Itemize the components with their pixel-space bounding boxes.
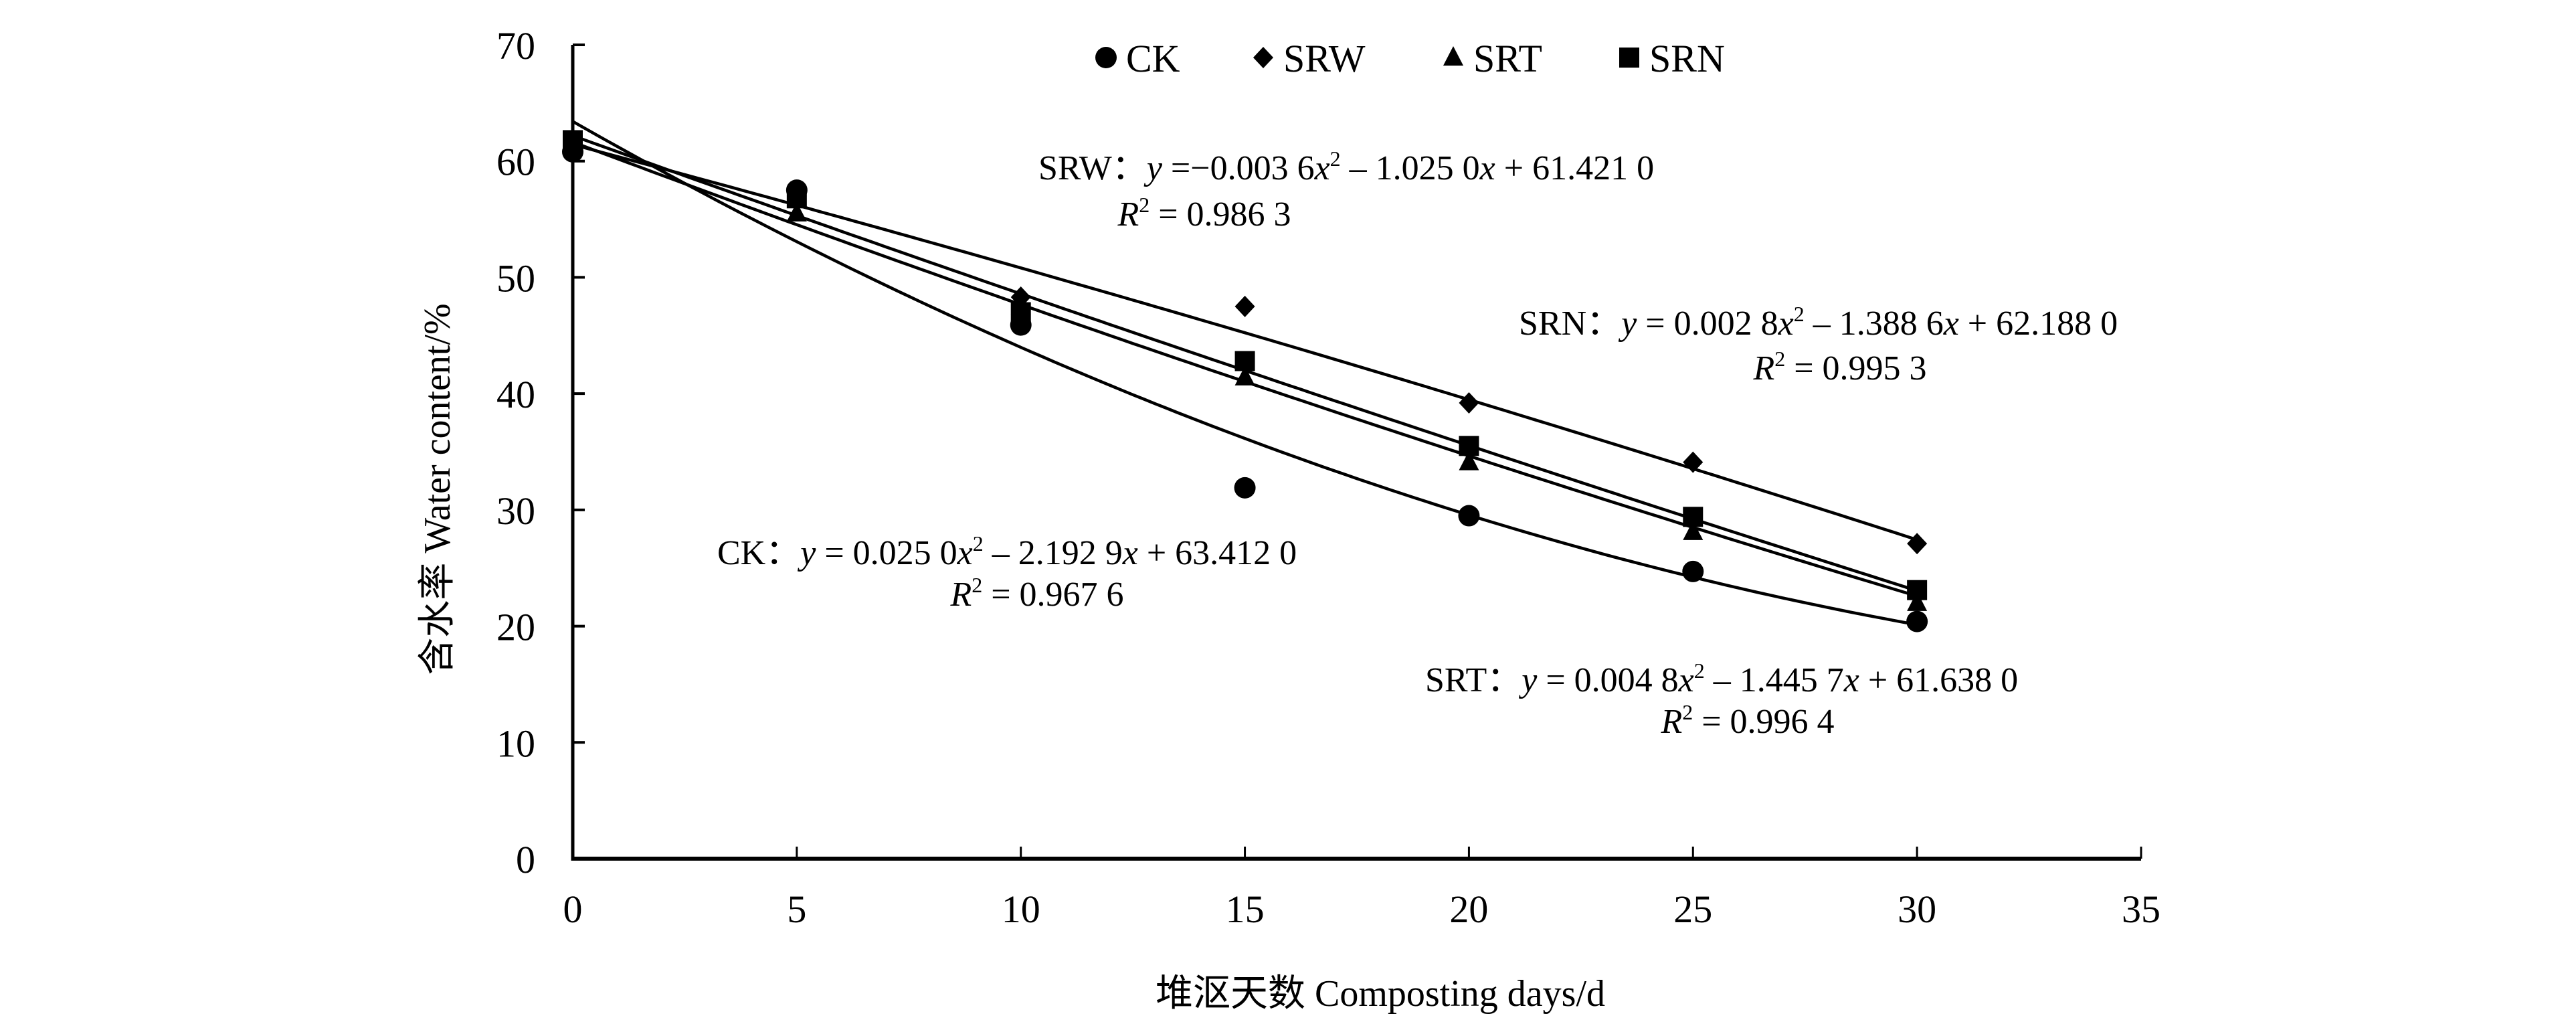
legend-label: SRW — [1283, 37, 1366, 80]
data-point-srt — [1459, 450, 1479, 470]
data-point-ck — [1682, 560, 1704, 582]
y-tick-label: 50 — [496, 256, 535, 300]
data-point-srn — [1010, 302, 1031, 323]
data-point-srn — [1234, 351, 1255, 371]
x-tick-label: 0 — [563, 887, 583, 931]
legend-item-srw: SRW — [1253, 37, 1366, 80]
data-point-srw — [1907, 533, 1928, 555]
y-axis-title: 含水率 Water content/% — [417, 303, 458, 675]
equation-ck: CK：y = 0.025 0x2 – 2.192 9x + 63.412 0 R… — [717, 531, 1297, 614]
equation-srn-text: SRN：y = 0.002 8x2 – 1.388 6x + 62.188 0 — [1519, 302, 2118, 343]
data-point-srt — [1907, 591, 1928, 611]
r2-srn: R2 = 0.995 3 — [1752, 347, 1926, 388]
x-tick-label: 35 — [2122, 887, 2160, 931]
data-point-srw — [1459, 392, 1479, 414]
legend-item-ck: CK — [1095, 37, 1180, 80]
y-tick-label: 70 — [496, 24, 535, 68]
data-point-srt — [1683, 520, 1704, 540]
axes: 0 5 10 15 20 25 30 35 0 10 20 30 40 50 60 70 — [496, 24, 2160, 931]
triangle-icon — [1443, 46, 1463, 66]
legend-label: SRT — [1473, 37, 1542, 80]
legend-label: CK — [1126, 37, 1180, 80]
legend-item-srt: SRT — [1443, 37, 1542, 80]
y-tick-label: 60 — [496, 141, 535, 184]
equation-srw: SRW：y =−0.003 6x2 – 1.025 0x + 61.421 0 … — [1038, 147, 1654, 234]
data-point-srw — [1234, 295, 1255, 317]
circle-icon — [1095, 47, 1117, 68]
data-point-srt — [786, 201, 807, 222]
data-point-srn — [1907, 580, 1928, 600]
y-tick-label: 20 — [496, 606, 535, 649]
x-axis-title: 堆沤天数 Composting days/d — [1156, 973, 1605, 1015]
y-tick-label: 0 — [516, 838, 535, 881]
equation-ck-text: CK：y = 0.025 0x2 – 2.192 9x + 63.412 0 — [717, 531, 1297, 572]
equation-srt-text: SRT：y = 0.004 8x2 – 1.445 7x + 61.638 0 — [1425, 659, 2018, 699]
data-point-srn — [1683, 507, 1704, 527]
data-point-srn — [563, 130, 583, 151]
legend-item-srn: SRN — [1619, 37, 1725, 80]
equation-srt: SRT：y = 0.004 8x2 – 1.445 7x + 61.638 0 … — [1425, 659, 2018, 741]
r2-srw: R2 = 0.986 3 — [1117, 193, 1291, 234]
x-tick-label: 20 — [1449, 887, 1488, 931]
x-tick-label: 5 — [787, 887, 806, 931]
data-point-srn — [786, 188, 807, 209]
x-tick-label: 25 — [1673, 887, 1712, 931]
legend: CK SRW SRT SRN — [1095, 37, 1725, 80]
data-point-srt — [1234, 365, 1255, 385]
data-markers — [562, 130, 1928, 632]
square-icon — [1619, 48, 1639, 68]
y-tick-label: 10 — [496, 721, 535, 765]
x-tick-label: 30 — [1898, 887, 1936, 931]
y-tick-label: 30 — [496, 489, 535, 533]
r2-ck: R2 = 0.967 6 — [949, 573, 1123, 614]
data-point-ck — [1234, 477, 1256, 499]
data-point-ck — [1458, 505, 1480, 527]
x-tick-label: 15 — [1226, 887, 1265, 931]
y-tick-label: 40 — [496, 373, 535, 416]
equation-srw-text: SRW：y =−0.003 6x2 – 1.025 0x + 61.421 0 — [1038, 147, 1654, 187]
r2-srt: R2 = 0.996 4 — [1660, 700, 1834, 741]
legend-label: SRN — [1649, 37, 1725, 80]
x-tick-label: 10 — [1002, 887, 1040, 931]
data-point-srn — [1459, 436, 1479, 456]
equation-srn: SRN：y = 0.002 8x2 – 1.388 6x + 62.188 0 … — [1519, 302, 2118, 388]
diamond-icon — [1253, 47, 1273, 68]
data-point-ck — [1906, 610, 1928, 632]
data-point-srw — [1683, 451, 1704, 473]
